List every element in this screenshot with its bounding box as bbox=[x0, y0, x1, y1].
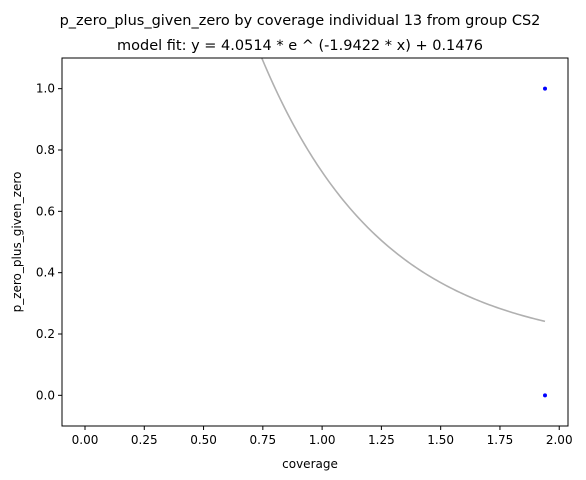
data-point bbox=[543, 393, 547, 398]
x-axis: 0.00 0.25 0.50 0.75 1.00 1.25 1.50 1.75 2.00 bbox=[72, 426, 573, 447]
x-tick-label: 1.50 bbox=[427, 433, 454, 447]
x-tick-label: 1.75 bbox=[487, 433, 514, 447]
y-tick-label: 1.0 bbox=[36, 82, 55, 96]
y-tick-label: 0.6 bbox=[36, 204, 55, 218]
fit-line bbox=[260, 58, 546, 323]
x-tick-label: 1.00 bbox=[309, 433, 336, 447]
chart-title: p_zero_plus_given_zero by coverage indiv… bbox=[60, 13, 541, 29]
x-tick-label: 1.25 bbox=[368, 433, 395, 447]
y-axis: 0.0 0.2 0.4 0.6 0.8 1.0 bbox=[36, 82, 62, 402]
x-tick-label: 0.50 bbox=[190, 433, 217, 447]
x-tick-label: 0.00 bbox=[72, 433, 99, 447]
x-tick-label: 0.75 bbox=[249, 433, 276, 447]
x-tick-label: 2.00 bbox=[546, 433, 573, 447]
plot-area bbox=[61, 57, 569, 427]
fit-layer bbox=[260, 58, 546, 323]
points-layer bbox=[543, 86, 547, 398]
plot-frame bbox=[61, 57, 569, 427]
x-axis-label: coverage bbox=[282, 457, 338, 471]
y-tick-label: 0.8 bbox=[36, 143, 55, 157]
data-point bbox=[543, 86, 547, 91]
x-tick-label: 0.25 bbox=[131, 433, 158, 447]
y-tick-label: 0.4 bbox=[36, 266, 55, 280]
chart-subtitle: model fit: y = 4.0514 * e ^ (-1.9422 * x… bbox=[117, 38, 483, 54]
y-tick-label: 0.2 bbox=[36, 327, 55, 341]
y-axis-label: p_zero_plus_given_zero bbox=[10, 172, 24, 313]
y-tick-label: 0.0 bbox=[36, 388, 55, 402]
